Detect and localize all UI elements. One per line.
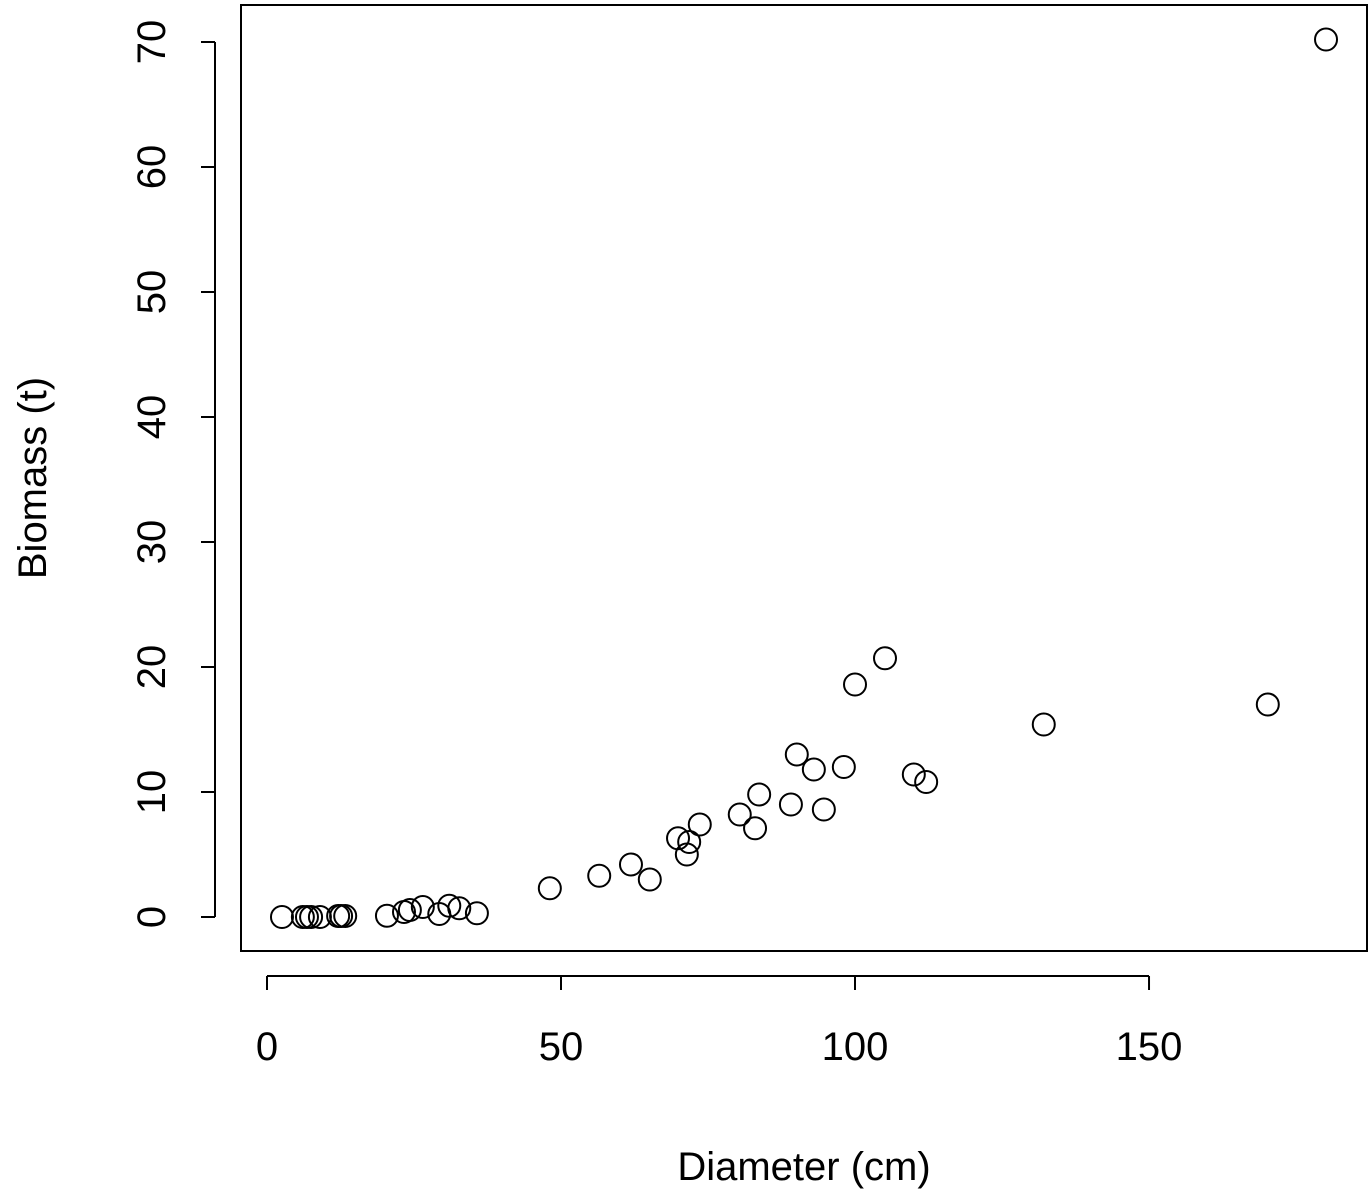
y-tick-label: 20 <box>130 645 174 690</box>
y-tick-label: 60 <box>130 145 174 190</box>
y-tick-label: 70 <box>130 20 174 65</box>
point <box>831 755 856 779</box>
point <box>677 830 702 854</box>
point <box>587 863 612 888</box>
point <box>687 812 712 837</box>
point <box>778 792 803 817</box>
y-axis-title: Biomass (t) <box>11 377 55 579</box>
point <box>447 896 472 921</box>
point <box>747 782 772 807</box>
x-tick-label: 100 <box>822 1025 889 1069</box>
point <box>269 905 294 929</box>
point <box>914 770 939 794</box>
y-tick-label: 10 <box>130 770 174 815</box>
point <box>637 867 662 892</box>
point <box>1031 712 1056 737</box>
point <box>801 757 826 782</box>
point <box>437 893 462 918</box>
y-tick-label: 0 <box>130 906 174 928</box>
x-tick-label: 150 <box>1116 1025 1183 1069</box>
x-tick-label: 0 <box>256 1025 278 1069</box>
point <box>1314 27 1339 52</box>
point <box>464 901 489 926</box>
x-axis-title: Diameter (cm) <box>677 1145 930 1189</box>
point <box>727 802 752 827</box>
point <box>299 905 324 929</box>
point <box>872 646 897 671</box>
point <box>674 842 699 867</box>
point <box>618 852 643 877</box>
y-tick-label: 40 <box>130 395 174 440</box>
point <box>333 904 358 928</box>
point <box>901 762 926 787</box>
point <box>811 797 836 822</box>
plot-frame <box>240 4 1368 952</box>
point <box>843 672 868 697</box>
point <box>537 876 562 901</box>
point <box>743 816 768 841</box>
point <box>374 903 399 928</box>
x-tick-label: 50 <box>539 1025 584 1069</box>
point <box>1255 692 1280 717</box>
y-tick-label: 50 <box>130 270 174 315</box>
point <box>784 742 809 767</box>
point <box>410 895 435 919</box>
y-tick-label: 30 <box>130 520 174 565</box>
point <box>397 898 422 922</box>
